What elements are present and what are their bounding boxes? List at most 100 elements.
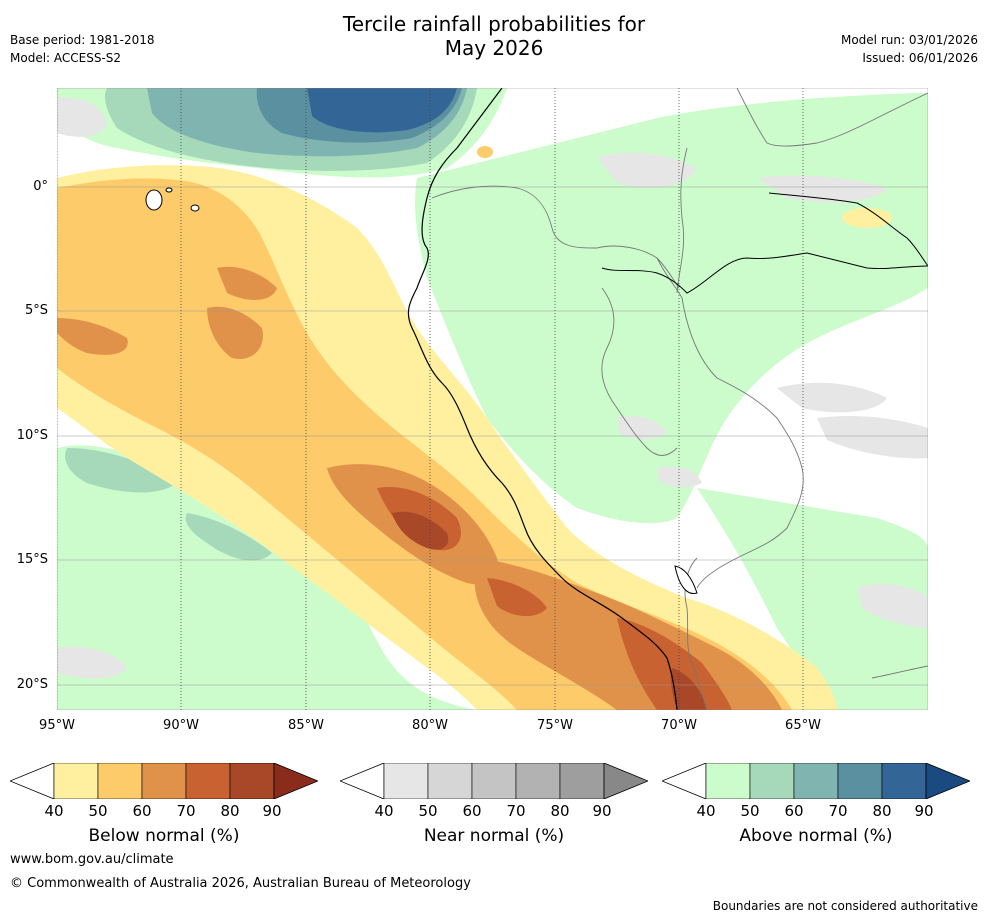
near-extend-low — [340, 763, 385, 799]
above-tick-50: 50 — [740, 802, 760, 820]
lat-label-5s: 5°S — [24, 303, 48, 318]
below-tick-60: 60 — [132, 802, 152, 820]
boundary-disclaimer: Boundaries are not considered authoritat… — [712, 899, 978, 913]
above-normal-region-south-east — [697, 488, 928, 710]
above-bin-1 — [749, 763, 795, 799]
below-bin-2 — [141, 763, 187, 799]
above-tick-90: 90 — [914, 802, 934, 820]
lon-label-75w: 75°W — [537, 718, 573, 733]
below-normal-80b — [670, 668, 707, 710]
galapagos-islands — [145, 187, 200, 212]
above-normal-region-west — [57, 445, 477, 710]
probability-map — [57, 88, 928, 710]
near-bin-0 — [383, 763, 429, 799]
near-bin-4 — [559, 763, 605, 799]
near-tick-80: 80 — [550, 802, 570, 820]
lon-label-70w: 70°W — [661, 718, 697, 733]
near-tick-50: 50 — [418, 802, 438, 820]
boundary-peru-bolivia — [601, 287, 678, 456]
near-normal-patch-2 — [57, 97, 107, 137]
model-run: Model run: 03/01/2026 — [840, 33, 978, 47]
above-normal-region-andes — [415, 93, 928, 524]
below-normal-70c — [617, 618, 732, 710]
chart-title: Tercile rainfall probabilities for May 2… — [0, 12, 988, 60]
near-normal-patch-9 — [617, 416, 667, 440]
below-tick-50: 50 — [88, 802, 108, 820]
below-extend-low — [10, 763, 55, 799]
near-normal-patch-3 — [597, 152, 697, 188]
lon-label-65w: 65°W — [785, 718, 821, 733]
colorbar-below-label: Below normal (%) — [88, 826, 240, 846]
above-tick-80: 80 — [872, 802, 892, 820]
colorbar-above-label: Above normal (%) — [739, 826, 893, 846]
below-normal-60e — [217, 266, 277, 300]
boundary-peru-brazil — [656, 257, 804, 589]
below-tick-40: 40 — [44, 802, 64, 820]
near-tick-70: 70 — [506, 802, 526, 820]
above-bin-3 — [837, 763, 883, 799]
issued-date: Issued: 06/01/2026 — [862, 51, 978, 65]
near-tick-60: 60 — [462, 802, 482, 820]
near-bin-2 — [471, 763, 517, 799]
above-bin-4 — [881, 763, 927, 799]
lake-titicaca — [674, 565, 698, 595]
above-extend-high — [925, 763, 970, 799]
above-normal-teal-west — [65, 448, 177, 493]
lat-label-15s: 15°S — [16, 552, 48, 567]
river-north — [768, 192, 928, 267]
lat-label-0: 0° — [33, 179, 48, 194]
title-line-1: Tercile rainfall probabilities for — [342, 12, 646, 36]
colorbar-near-normal — [340, 763, 648, 799]
lon-label-80w: 80°W — [412, 718, 448, 733]
near-normal-patch-5 — [777, 382, 887, 413]
above-normal-teal-south — [185, 513, 272, 561]
near-bin-1 — [427, 763, 473, 799]
above-bin-0 — [705, 763, 751, 799]
below-bin-4 — [229, 763, 275, 799]
above-bin-2 — [793, 763, 839, 799]
colorbar-below-normal — [10, 763, 318, 799]
near-bin-3 — [515, 763, 561, 799]
above-extend-low — [662, 763, 707, 799]
lon-label-90w: 90°W — [163, 718, 199, 733]
meta-right: Model run: 03/01/2026 Issued: 06/01/2026 — [841, 31, 978, 67]
below-normal-small-blob — [477, 146, 493, 158]
below-normal-60a — [57, 318, 128, 355]
coastline — [407, 88, 678, 710]
near-normal-patch-7 — [857, 583, 928, 628]
near-tick-90: 90 — [592, 802, 612, 820]
lat-label-10s: 10°S — [16, 428, 48, 443]
boundary-north — [736, 88, 928, 147]
above-normal-north-darkest — [307, 88, 457, 133]
below-tick-70: 70 — [176, 802, 196, 820]
base-period: Base period: 1981-2018 — [10, 33, 155, 47]
title-line-2: May 2026 — [444, 36, 544, 60]
near-normal-patch-10 — [657, 466, 702, 488]
lon-label-85w: 85°W — [288, 718, 324, 733]
near-normal-patch-6 — [817, 416, 928, 459]
boundary-southeast — [871, 665, 928, 679]
near-normal-patch-4 — [757, 175, 887, 203]
below-normal-70b — [487, 578, 547, 617]
boundary-northeast — [676, 147, 688, 294]
below-bin-1 — [97, 763, 143, 799]
colorbar-near-label: Near normal (%) — [423, 826, 565, 846]
lat-label-20s: 20°S — [16, 677, 48, 692]
below-extend-high — [273, 763, 318, 799]
below-normal-50 — [57, 178, 792, 710]
near-tick-40: 40 — [374, 802, 394, 820]
above-tick-70: 70 — [828, 802, 848, 820]
website-link[interactable]: www.bom.gov.au/climate — [10, 852, 174, 867]
near-extend-high — [603, 763, 648, 799]
below-bin-3 — [185, 763, 231, 799]
above-tick-40: 40 — [696, 802, 716, 820]
below-normal-60b — [207, 306, 263, 359]
colorbar-above-normal — [662, 763, 970, 799]
below-tick-90: 90 — [262, 802, 282, 820]
grid — [57, 186, 928, 686]
meta-left: Base period: 1981-2018 Model: ACCESS-S2 — [10, 31, 155, 67]
below-tick-80: 80 — [220, 802, 240, 820]
lon-label-95w: 95°W — [39, 718, 75, 733]
copyright-text: © Commonwealth of Australia 2026, Austra… — [10, 876, 471, 891]
amazon-river — [601, 252, 928, 294]
